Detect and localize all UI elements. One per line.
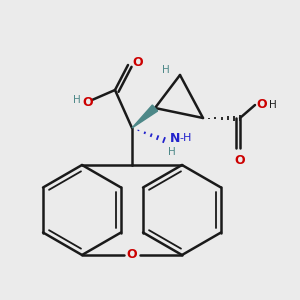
Text: H: H xyxy=(162,65,170,75)
Text: O: O xyxy=(257,98,267,112)
Text: N: N xyxy=(170,131,180,145)
Text: O: O xyxy=(127,248,137,262)
Text: O: O xyxy=(235,154,245,166)
Text: H: H xyxy=(73,95,81,105)
Text: O: O xyxy=(133,56,143,68)
Polygon shape xyxy=(132,105,158,128)
Text: O: O xyxy=(83,95,93,109)
Text: H: H xyxy=(168,147,176,157)
Text: -H: -H xyxy=(180,133,192,143)
Text: H: H xyxy=(269,100,277,110)
